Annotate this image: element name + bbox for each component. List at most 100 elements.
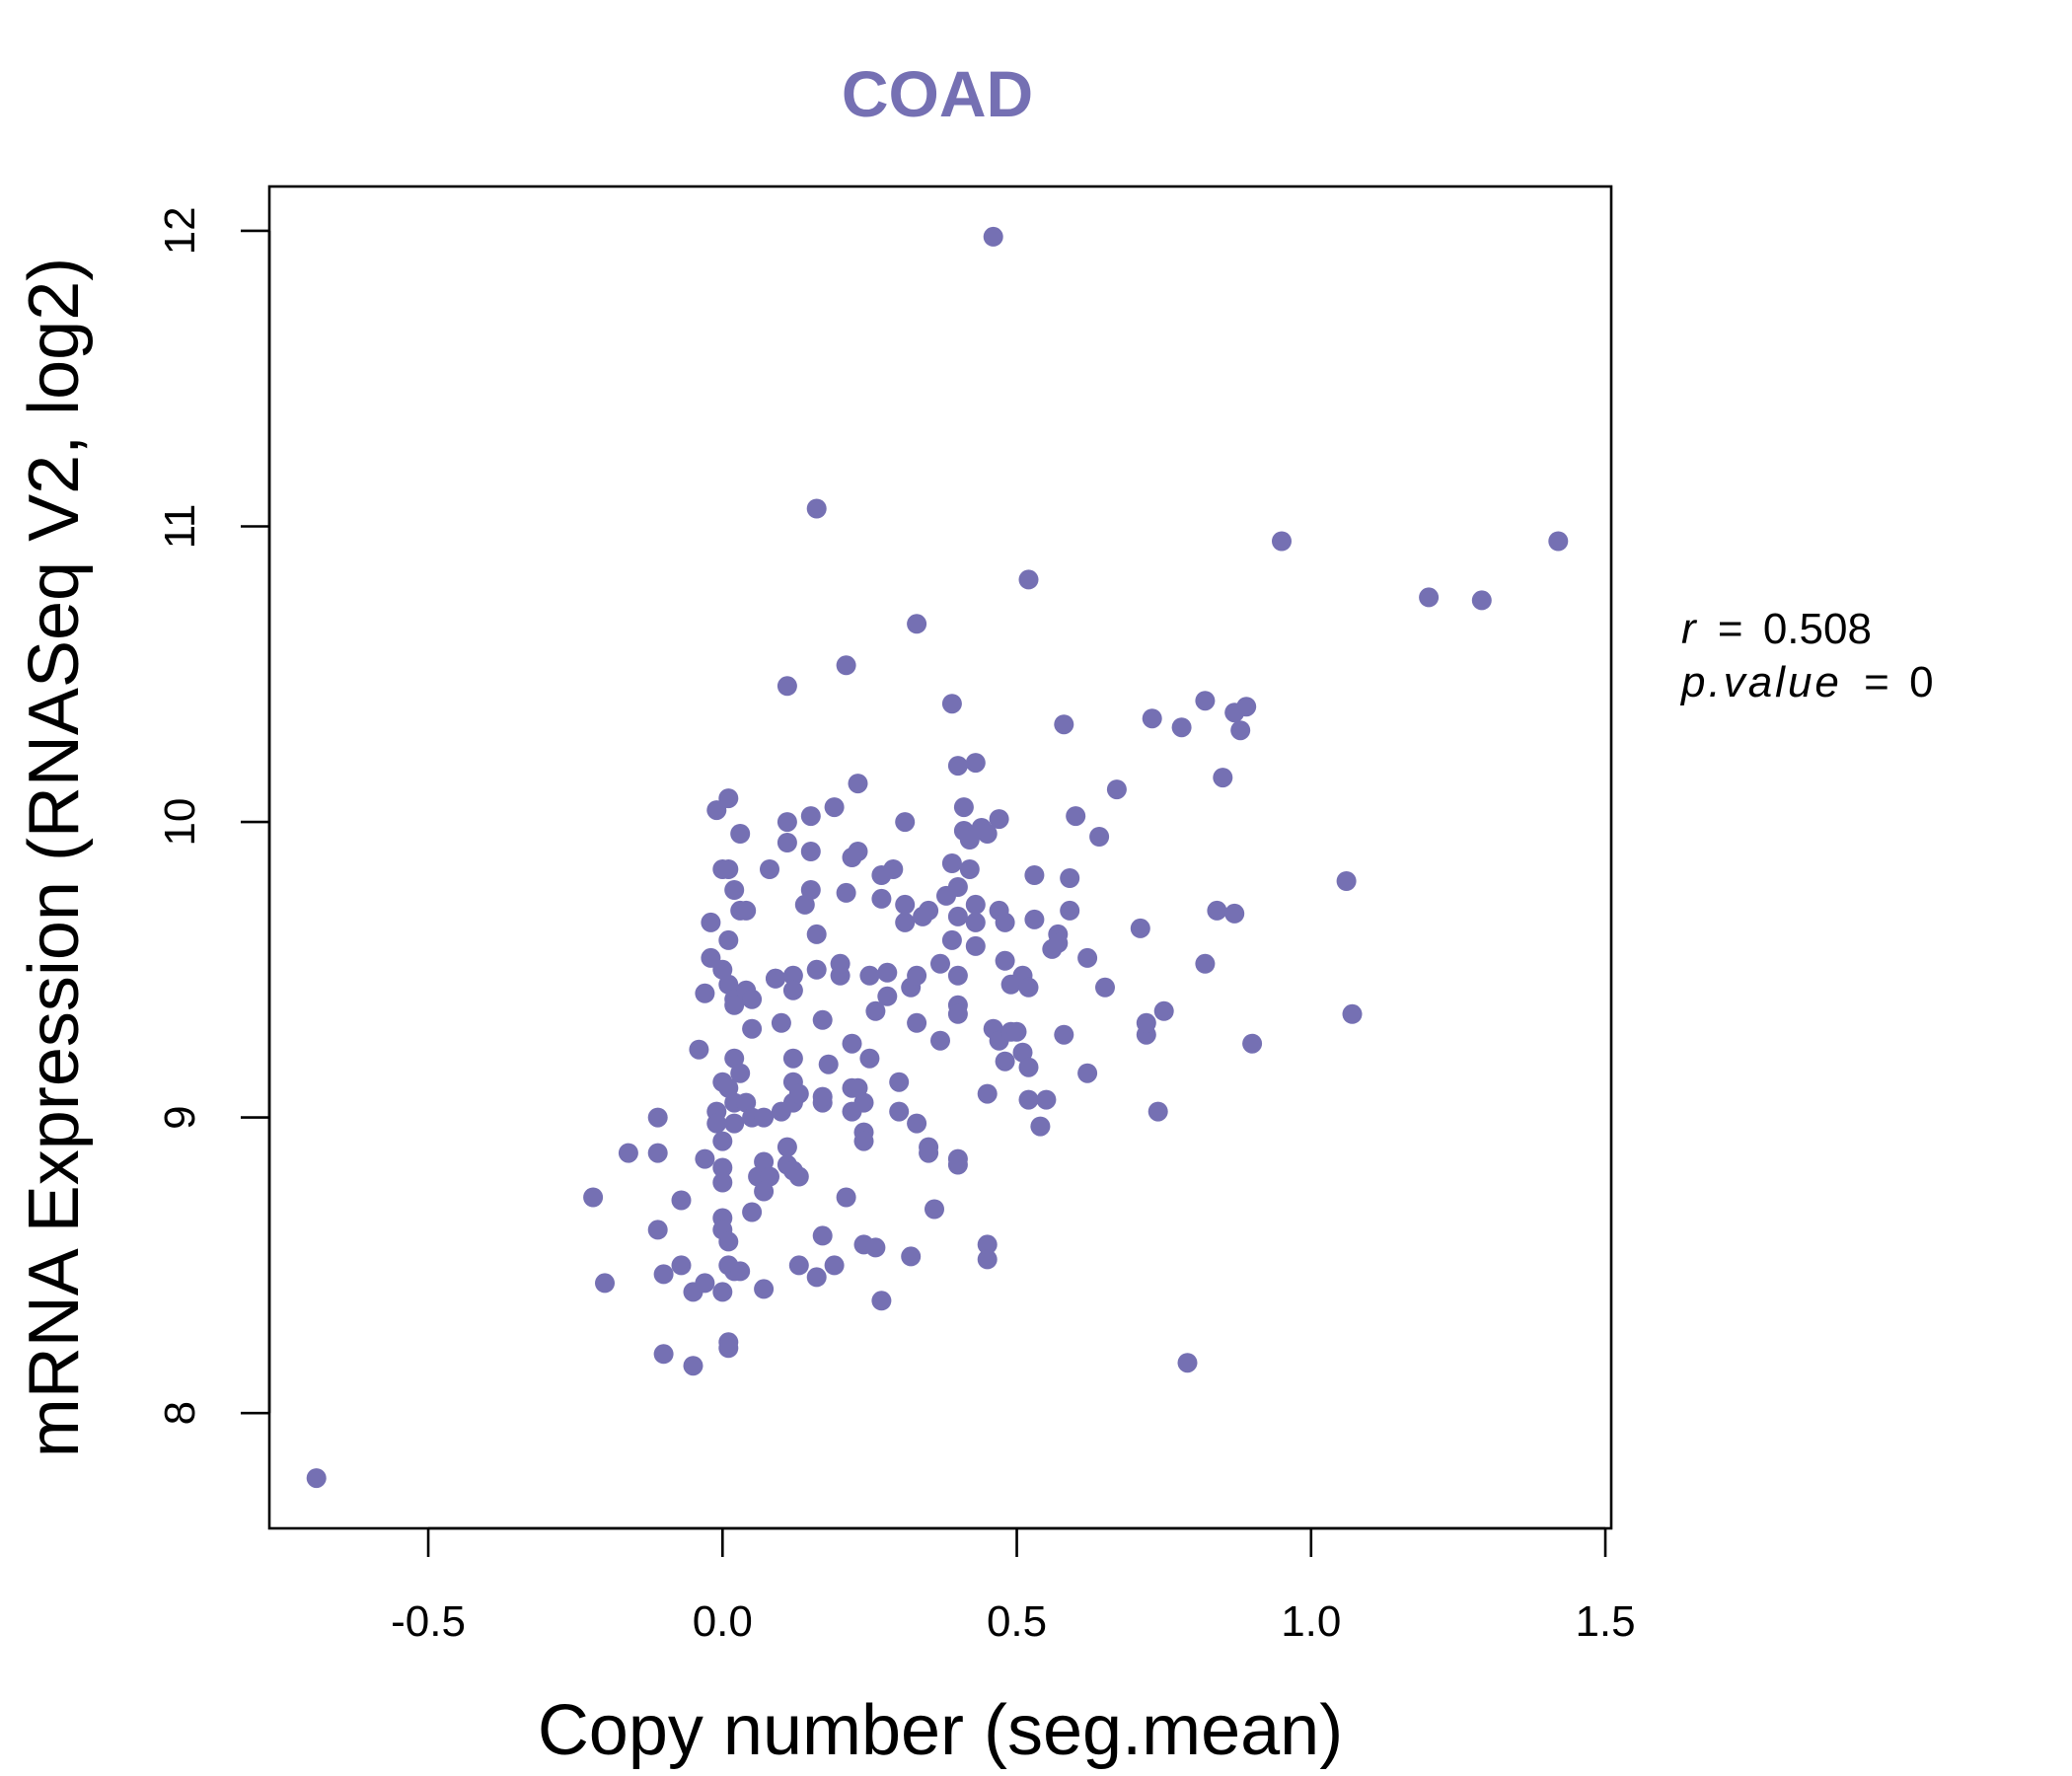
data-point [788,1083,809,1104]
data-point [1060,868,1080,888]
y-tick-label: 10 [156,798,204,847]
data-point [647,1143,668,1163]
data-point [977,824,998,844]
data-point [595,1273,615,1294]
data-point [1066,806,1086,827]
data-point [1024,909,1045,929]
data-point [965,753,986,774]
data-point [718,1338,739,1359]
data-point [824,797,845,818]
data-point [812,1086,833,1107]
data-point [895,894,916,915]
data-point [712,1072,733,1092]
data-point [695,1148,715,1169]
data-point [742,1018,763,1039]
data-point [965,912,986,932]
data-point [947,877,968,897]
data-point [947,965,968,986]
stat-r-value: 0.508 [1763,605,1872,653]
data-point [806,1267,827,1288]
data-point [995,950,1015,971]
data-point [907,1113,927,1134]
data-point [777,1137,797,1157]
data-point [1142,708,1162,729]
data-point [1272,531,1292,552]
data-point [977,1249,998,1270]
data-point [965,894,986,915]
data-point [754,1181,775,1202]
data-point [800,842,821,861]
y-axis: 8 9 10 11 12 [156,206,271,1425]
data-point [777,676,797,697]
data-point [653,1344,674,1365]
y-tick-label: 9 [156,1105,204,1129]
data-point [941,694,962,714]
data-point [977,1083,998,1104]
y-tick-label: 11 [156,504,204,550]
data-point [782,965,803,986]
data-point [712,1172,733,1193]
data-point [1106,779,1127,800]
data-point [777,812,797,833]
data-point [1224,903,1245,924]
data-point [788,1255,809,1276]
data-point [1018,569,1039,590]
data-point [771,1012,791,1033]
data-point [1336,871,1357,891]
data-point [754,1151,775,1172]
data-point [1018,1089,1039,1110]
x-tick-label: 1.5 [1575,1597,1635,1646]
data-point [718,929,739,950]
data-point [871,1291,892,1311]
data-point [1471,590,1492,611]
data-point [718,859,739,879]
data-point [1054,1024,1074,1045]
data-point [871,888,892,909]
data-point [959,859,980,879]
data-point [812,1009,833,1030]
data-point [941,929,962,950]
data-point [1419,587,1440,608]
stat-p-line: p.value = 0 [1679,658,1934,706]
data-point [965,935,986,956]
data-point [306,1468,327,1489]
data-point [995,912,1015,932]
data-point [1054,714,1074,735]
data-point [1006,1021,1027,1042]
data-point [742,1202,763,1222]
data-point [1153,1000,1174,1021]
stat-r-line: r = 0.508 [1681,605,1872,653]
data-point [647,1107,668,1128]
data-point [865,1237,886,1258]
data-point [824,1255,845,1276]
data-point [1177,1353,1198,1373]
data-point [1012,1042,1033,1063]
data-point [836,882,856,903]
data-point [853,1092,874,1113]
data-point [953,797,974,818]
data-point [689,1039,709,1060]
chart-title: COAD [842,57,1033,130]
data-point [1095,977,1115,998]
data-point [919,900,939,921]
data-point [724,995,745,1015]
data-point [788,1166,809,1187]
data-point [671,1255,692,1276]
stat-p-value: 0 [1909,658,1933,706]
data-point [983,226,1003,247]
data-point [907,1012,927,1033]
data-point [760,859,779,879]
data-point [806,959,827,980]
data-point [800,880,821,900]
data-point [782,1048,803,1069]
data-point [730,824,751,844]
data-point [742,989,763,1009]
data-point [712,1282,733,1302]
data-point [989,809,1009,830]
stat-p-label: p.value [1679,658,1842,706]
data-point [947,1154,968,1175]
data-point [848,842,868,861]
data-point [782,980,803,1000]
data-point [895,912,916,932]
